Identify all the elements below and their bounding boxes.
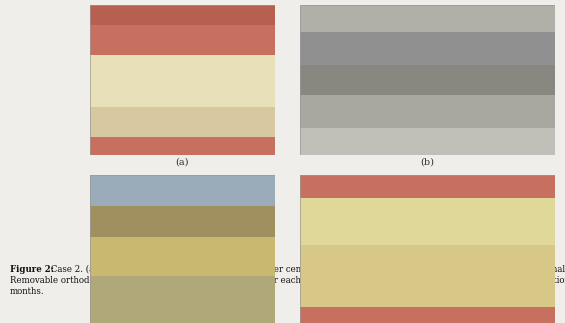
Bar xyxy=(90,5,275,25)
Bar xyxy=(90,175,275,206)
Text: Case 2. (a) Anterior dental crossbite in the two upper central incisors. (b) Pan: Case 2. (a) Anterior dental crossbite in… xyxy=(48,265,565,274)
Bar xyxy=(300,175,555,198)
Bar xyxy=(90,137,275,155)
Bar xyxy=(90,237,275,276)
Bar xyxy=(300,32,555,65)
Bar xyxy=(300,245,555,307)
Bar xyxy=(90,276,275,323)
Text: Removable orthodontic appliance with a protrusion spring for each incisor in ant: Removable orthodontic appliance with a p… xyxy=(10,276,565,285)
Bar xyxy=(90,206,275,237)
Bar xyxy=(300,95,555,128)
Bar xyxy=(90,107,275,137)
Bar xyxy=(90,25,275,55)
Bar xyxy=(300,65,555,95)
Bar xyxy=(90,55,275,107)
Bar xyxy=(300,307,555,323)
Text: (b): (b) xyxy=(420,158,434,167)
Text: months.: months. xyxy=(10,287,45,296)
Bar xyxy=(300,198,555,245)
Bar xyxy=(300,128,555,155)
Text: Figure 2:: Figure 2: xyxy=(10,265,54,274)
Text: (a): (a) xyxy=(175,158,189,167)
Bar xyxy=(300,5,555,32)
